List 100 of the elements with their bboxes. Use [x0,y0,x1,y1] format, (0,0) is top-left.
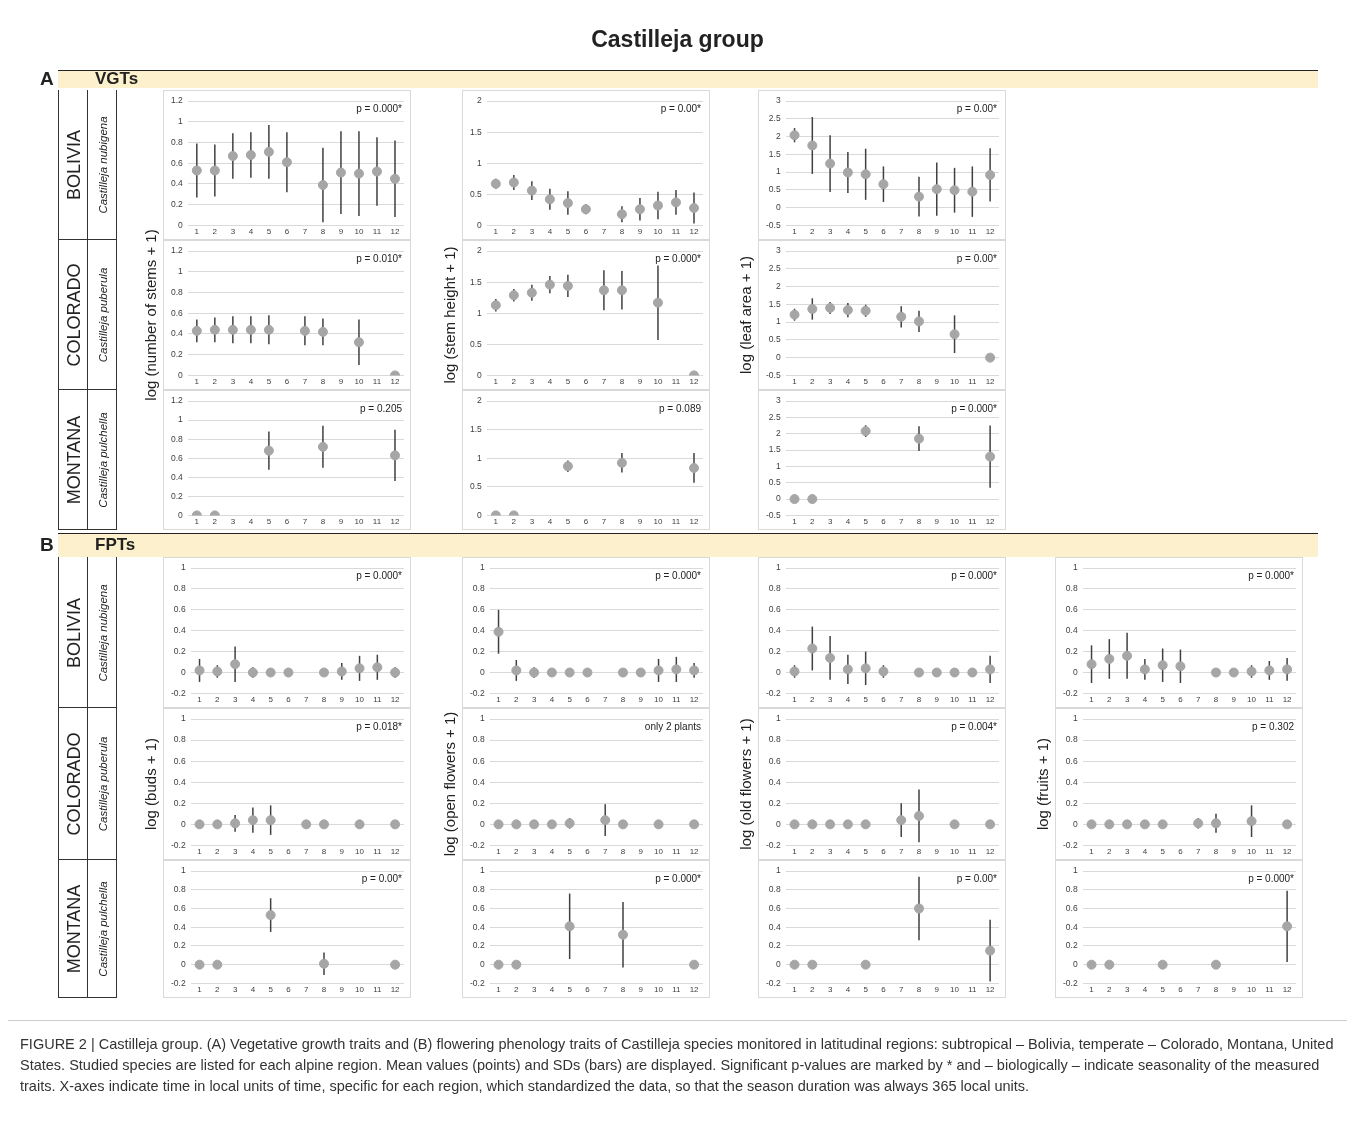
y-tick-label: 0.4 [472,776,485,787]
x-tick-label: 3 [232,695,238,705]
x-tick-label: 4 [250,695,256,705]
x-tick-label: 3 [827,985,833,995]
x-tick-label: 1 [194,517,200,527]
annotation: p = 0.000* [655,872,702,884]
y-tick-label: 1 [178,266,184,277]
y-tick-label: -0.2 [170,687,186,698]
annotation: p = 0.00* [660,102,702,114]
y-tick-label: 2 [775,130,781,141]
x-tick-label: 1 [792,377,798,387]
y-tick-label: 0 [178,509,184,520]
x-tick-label: 10 [950,377,960,387]
x-tick-label: 7 [898,377,904,387]
x-tick-label: 12 [390,517,400,527]
x-tick-label: 3 [230,517,236,527]
x-tick-label: 12 [390,847,401,857]
x-tick-label: 5 [863,847,869,857]
x-tick-label: 6 [286,985,292,995]
x-tick-label: 9 [934,847,940,857]
x-tick-label: 5 [863,695,869,705]
y-tick-label: 0 [479,818,485,829]
x-tick-label: 6 [1178,847,1184,857]
y-tick-label: 0.4 [768,776,781,787]
x-tick-label: 10 [654,695,664,705]
y-tick-label: 0.8 [170,136,184,147]
y-tick-label: 1 [775,865,781,876]
x-tick-label: 5 [1160,847,1166,857]
x-tick-label: 6 [881,695,887,705]
x-tick-label: 6 [881,377,887,387]
x-tick-label: 2 [514,985,520,995]
x-tick-label: 2 [1107,695,1113,705]
y-tick-label: 0.6 [472,604,485,615]
y-tick-label: 0.6 [472,755,485,766]
y-tick-label: 1.5 [469,424,483,435]
text: B [40,534,54,556]
x-tick-label: 4 [1142,695,1148,705]
y-tick-label: 0.8 [768,734,781,745]
x-tick-label: 5 [268,847,274,857]
y-tick-label: 0.2 [170,490,184,501]
x-tick-label: 3 [1124,985,1130,995]
y-tick-label: 0.8 [472,884,485,895]
x-tick-label: 6 [881,847,887,857]
y-tick-label: 0.4 [1065,776,1078,787]
annotation: p = 0.000* [1248,872,1295,884]
y-axis-title: log (open flowers + 1) [440,711,458,857]
x-tick-label: 4 [547,227,553,237]
x-tick-label: 7 [303,695,309,705]
x-tick-label: 1 [792,847,798,857]
x-tick-label: 10 [1247,847,1257,857]
x-tick-label: 11 [1265,695,1275,705]
y-tick-label: 0.6 [768,902,781,913]
x-tick-label: 6 [583,227,589,237]
x-tick-label: 9 [339,985,345,995]
x-tick-label: 5 [266,227,272,237]
y-tick-label: 0.2 [472,940,485,951]
x-tick-label: 5 [266,377,272,387]
x-tick-label: 8 [916,985,922,995]
y-tick-label: 1.5 [469,276,483,287]
y-tick-label: 1 [477,157,483,168]
y-tick-label: 0.4 [173,921,186,932]
x-tick-label: 4 [845,227,851,237]
y-tick-label: -0.2 [1062,977,1078,988]
x-tick-label: 5 [863,985,869,995]
y-tick-label: 0.2 [768,645,781,656]
x-tick-label: 1 [792,227,798,237]
y-tick-label: 1 [178,116,184,127]
y-tick-label: 1 [479,562,485,573]
x-tick-label: 7 [898,517,904,527]
x-tick-label: 5 [565,517,571,527]
x-tick-label: 3 [531,847,537,857]
x-tick-label: 2 [810,985,816,995]
x-tick-label: 1 [792,695,798,705]
x-tick-label: 10 [354,517,364,527]
y-tick-label: 0.8 [173,884,186,895]
y-tick-label: 1 [1072,562,1078,573]
y-tick-label: 0 [477,369,483,380]
x-tick-label: 1 [496,695,502,705]
x-tick-label: 11 [1265,847,1275,857]
x-tick-label: 10 [653,517,663,527]
x-tick-label: 5 [1160,985,1166,995]
x-tick-label: 2 [810,695,816,705]
y-tick-label: -0.2 [469,977,485,988]
x-tick-label: 12 [390,985,401,995]
x-tick-label: 5 [567,847,573,857]
annotation: p = 0.00* [361,872,403,884]
y-tick-label: 0.6 [173,902,186,913]
x-tick-label: 8 [619,227,625,237]
x-tick-label: 4 [1142,847,1148,857]
y-tick-label: 0.5 [469,188,483,199]
y-tick-label: -0.2 [170,977,186,988]
x-tick-label: 8 [916,517,922,527]
x-tick-label: 7 [601,227,607,237]
x-tick-label: 2 [215,985,221,995]
x-tick-label: 2 [215,847,221,857]
y-axis-title: log (fruits + 1) [1033,737,1051,831]
text: FPTs [95,535,136,555]
y-tick-label: 0 [775,493,781,504]
y-tick-label: 0 [477,219,483,230]
x-tick-label: 2 [511,227,517,237]
